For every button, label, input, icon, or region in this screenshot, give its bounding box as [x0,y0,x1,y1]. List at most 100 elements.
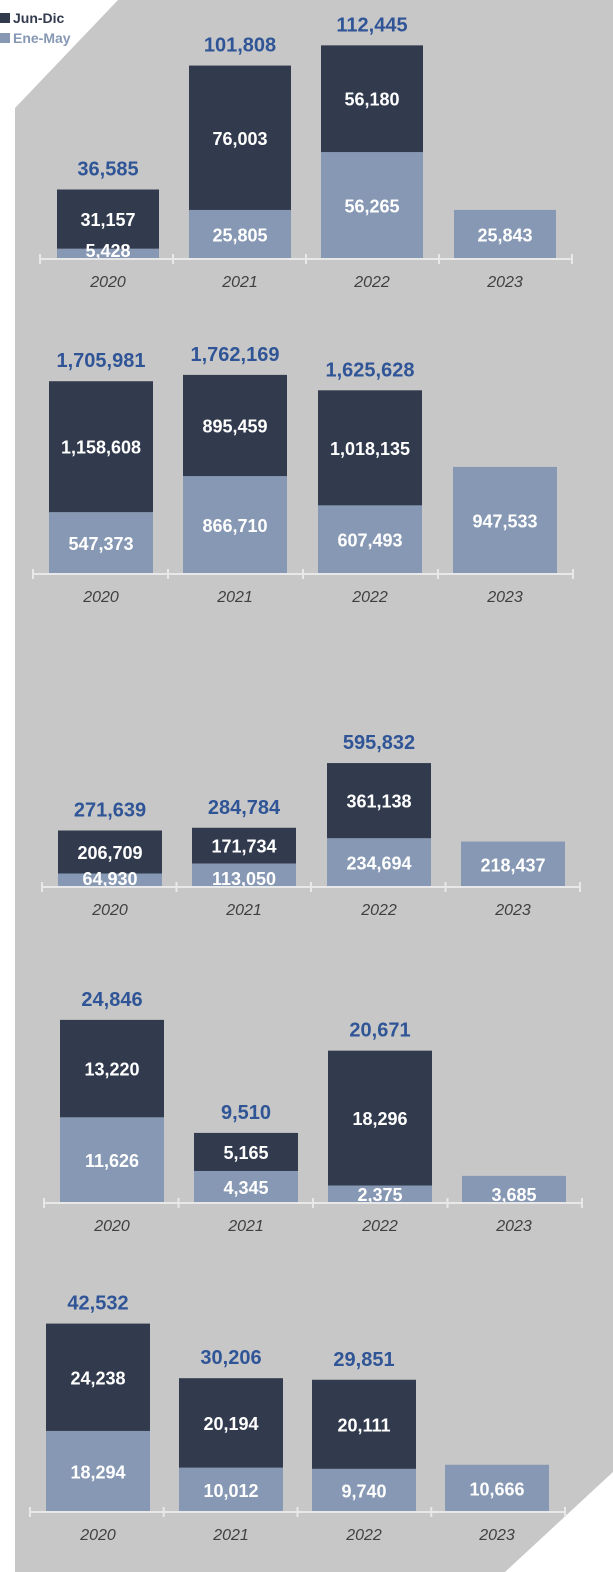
label-total-2020: 36,585 [77,158,138,180]
year-label-2023: 2023 [486,274,523,291]
label-jun-dic-2021: 895,459 [202,416,267,436]
bar-ene-may-2022 [328,1185,432,1203]
year-label-2022: 2022 [351,589,388,606]
label-total-2022: 112,445 [336,14,407,36]
year-label-2021: 2021 [227,1218,264,1235]
label-jun-dic-2020: 13,220 [84,1060,139,1080]
label-ene-may-2023: 947,533 [472,511,537,531]
year-label-2021: 2021 [225,902,262,919]
bar-jun-dic-2022 [318,390,422,506]
label-total-2020: 24,846 [81,989,142,1011]
label-total-2022: 1,625,628 [326,359,415,381]
label-jun-dic-2021: 171,734 [211,837,276,857]
legend-item-ene-may: Ene-May [0,28,71,48]
label-total-2021: 9,510 [221,1102,271,1124]
label-jun-dic-2022: 56,180 [344,90,399,110]
label-ene-may-2021: 10,012 [203,1481,258,1501]
label-total-2020: 271,639 [74,799,146,821]
label-ene-may-2022: 9,740 [341,1481,386,1501]
label-jun-dic-2020: 31,157 [80,210,135,230]
label-ene-may-2023: 218,437 [480,855,545,875]
label-ene-may-2021: 25,805 [212,225,267,245]
label-ene-may-2021: 866,710 [202,516,267,536]
stacked-bar-chart-3: 206,709 64,930 271,639 2020 171,734 113,050 28… [0,640,613,940]
bar-ene-may-2021 [192,863,296,887]
bar-ene-may-2023 [454,209,556,259]
bar-ene-may-2022 [312,1468,416,1512]
label-total-2020: 1,705,981 [57,350,146,372]
bar-ene-may-2020 [58,873,162,887]
label-total-2021: 1,762,169 [191,344,280,366]
bar-jun-dic-2021 [189,65,291,210]
label-ene-may-2022: 56,265 [344,197,399,217]
bar-ene-may-2021 [183,476,287,574]
stacked-bar-chart-1: 31,157 5,428 36,585 2020 76,003 25,805 101,808… [0,0,613,300]
year-label-2022: 2022 [361,1218,398,1235]
label-ene-may-2020: 5,428 [85,241,130,261]
bar-jun-dic-2021 [179,1378,283,1468]
label-jun-dic-2021: 5,165 [223,1143,268,1163]
legend-swatch-jun-dic [0,13,10,23]
label-ene-may-2022: 2,375 [357,1185,402,1205]
bar-jun-dic-2020 [60,1019,164,1118]
year-label-2023: 2023 [495,1218,532,1235]
chart-svg: 206,709 64,930 271,639 2020 171,734 113,050 28… [41,732,581,919]
label-jun-dic-2020: 206,709 [77,843,142,863]
label-jun-dic-2022: 20,111 [337,1415,390,1435]
label-total-2022: 20,671 [349,1020,410,1042]
label-jun-dic-2021: 76,003 [212,129,267,149]
bar-ene-may-2022 [318,505,422,574]
year-label-2022: 2022 [353,274,390,291]
label-total-2022: 595,832 [343,732,415,754]
chart-svg: 13,220 11,626 24,846 2020 5,165 4,345 9,510 202… [43,989,583,1235]
chart-svg: 24,238 18,294 42,532 2020 20,194 10,012 30,206… [29,1293,566,1544]
year-label-2020: 2020 [89,274,126,291]
label-ene-may-2020: 18,294 [70,1462,125,1482]
bar-ene-may-2023 [461,841,565,887]
bar-jun-dic-2021 [192,827,296,864]
year-label-2020: 2020 [93,1218,130,1235]
legend: Jun-Dic Ene-May [0,8,71,48]
year-label-2020: 2020 [79,1527,116,1544]
label-ene-may-2023: 10,666 [469,1479,524,1499]
label-jun-dic-2020: 1,158,608 [61,438,141,458]
legend-label-ene-may: Ene-May [13,30,71,46]
label-ene-may-2023: 25,843 [477,225,532,245]
bar-ene-may-2020 [46,1430,150,1512]
label-ene-may-2021: 4,345 [223,1178,268,1198]
legend-label-jun-dic: Jun-Dic [13,10,65,26]
chart-svg: 31,157 5,428 36,585 2020 76,003 25,805 101,808… [39,14,573,291]
year-label-2023: 2023 [478,1527,515,1544]
bar-jun-dic-2022 [328,1050,432,1186]
bar-jun-dic-2020 [57,189,159,249]
year-label-2023: 2023 [494,902,531,919]
bar-jun-dic-2020 [58,830,162,874]
bar-ene-may-2021 [189,209,291,259]
bar-ene-may-2023 [453,466,557,574]
year-label-2021: 2021 [216,589,253,606]
label-ene-may-2022: 234,694 [346,854,411,874]
bar-jun-dic-2021 [183,374,287,477]
chart-svg: 1,158,608 547,373 1,705,981 2020 895,459 866,… [32,344,574,606]
label-ene-may-2022: 607,493 [337,531,402,551]
bar-ene-may-2020 [49,512,153,574]
bar-ene-may-2021 [179,1467,283,1512]
label-jun-dic-2022: 1,018,135 [330,439,410,459]
label-jun-dic-2022: 18,296 [352,1109,407,1129]
year-label-2022: 2022 [345,1527,382,1544]
label-ene-may-2023: 3,685 [491,1185,536,1205]
bar-jun-dic-2022 [312,1379,416,1469]
legend-swatch-ene-may [0,33,10,43]
bar-ene-may-2021 [194,1170,298,1203]
label-total-2021: 284,784 [208,797,281,819]
stacked-bar-chart-5: 24,238 18,294 42,532 2020 20,194 10,012 30,206… [0,1270,613,1560]
label-total-2021: 101,808 [204,35,276,57]
year-label-2023: 2023 [486,589,523,606]
label-total-2021: 30,206 [200,1347,261,1369]
year-label-2020: 2020 [82,589,119,606]
bar-ene-may-2020 [60,1117,164,1203]
year-label-2022: 2022 [360,902,397,919]
year-label-2021: 2021 [212,1527,249,1544]
bar-jun-dic-2022 [321,45,423,153]
legend-item-jun-dic: Jun-Dic [0,8,71,28]
